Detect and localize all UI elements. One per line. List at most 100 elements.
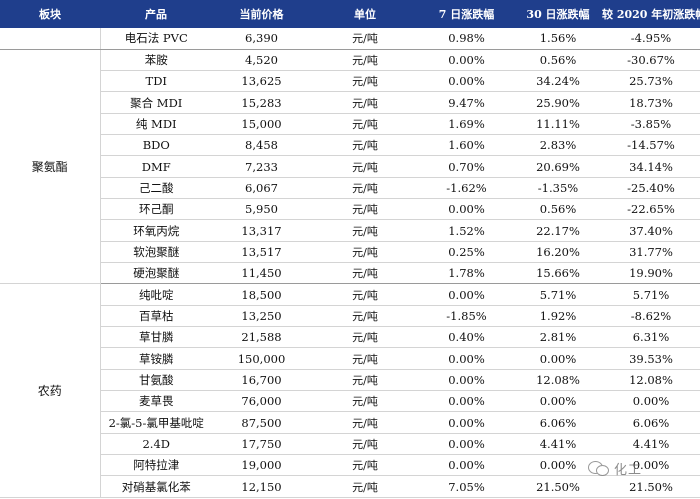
cell-unit: 元/吨	[311, 369, 419, 392]
watermark-text: 化工	[614, 462, 643, 478]
table-row: 聚氨酯 苯胺 4,520 元/吨 0.00% 0.56% -30.67%	[0, 49, 700, 285]
cell-ytd-change: 6.31%	[602, 326, 700, 349]
cell-product: 聚合 MDI	[100, 91, 212, 114]
cell-unit: 元/吨	[311, 390, 419, 413]
table-row: 聚合 MDI 15,283 元/吨 9.47% 25.90% 18.73%	[0, 91, 700, 114]
table-row: TDI 13,625 元/吨 0.00% 34.24% 25.73%	[0, 70, 700, 93]
table-row: 环氧丙烷 13,317 元/吨 1.52% 22.17% 37.40%	[0, 219, 700, 242]
cell-price: 11,450	[212, 262, 311, 285]
cell-7d-change: 0.98%	[419, 28, 514, 50]
cell-unit: 元/吨	[311, 305, 419, 328]
cell-unit: 元/吨	[311, 134, 419, 157]
cell-unit: 元/吨	[311, 219, 419, 242]
table-row: 阿特拉津 19,000 元/吨 0.00% 0.00% 0.00%	[0, 454, 700, 477]
cell-7d-change: 0.00%	[419, 198, 514, 221]
cell-ytd-change: -8.62%	[602, 305, 700, 328]
table-row: 电石法 PVC 6,390 元/吨 0.98% 1.56% -4.95%	[0, 28, 700, 50]
cell-30d-change: 34.24%	[514, 70, 602, 93]
cell-7d-change: 1.52%	[419, 219, 514, 242]
cell-7d-change: 0.00%	[419, 283, 514, 306]
cell-unit: 元/吨	[311, 475, 419, 498]
cell-7d-change: -1.62%	[419, 177, 514, 200]
cell-7d-change: 1.69%	[419, 113, 514, 136]
cell-unit: 元/吨	[311, 91, 419, 114]
table-row: 甘氨酸 16,700 元/吨 0.00% 12.08% 12.08%	[0, 369, 700, 392]
header-30d-change: 30 日涨跌幅	[514, 0, 602, 28]
cell-price: 16,700	[212, 369, 311, 392]
cell-ytd-change: -4.95%	[602, 28, 700, 50]
cell-product: 纯 MDI	[100, 113, 212, 136]
cell-30d-change: 0.00%	[514, 390, 602, 413]
cell-unit: 元/吨	[311, 347, 419, 370]
cell-unit: 元/吨	[311, 433, 419, 456]
cell-unit: 元/吨	[311, 411, 419, 434]
cell-price: 13,517	[212, 241, 311, 264]
cell-30d-change: 0.00%	[514, 454, 602, 477]
cell-unit: 元/吨	[311, 262, 419, 285]
cell-ytd-change: -22.65%	[602, 198, 700, 221]
cell-product: 2.4D	[100, 433, 212, 456]
cell-7d-change: 1.60%	[419, 134, 514, 157]
cell-ytd-change: 21.50%	[602, 475, 700, 498]
cell-price: 8,458	[212, 134, 311, 157]
table-row: 百草枯 13,250 元/吨 -1.85% 1.92% -8.62%	[0, 305, 700, 328]
cell-product: 环氧丙烷	[100, 219, 212, 242]
cell-30d-change: 21.50%	[514, 475, 602, 498]
wechat-icon	[588, 459, 610, 477]
cell-product: 草甘膦	[100, 326, 212, 349]
table-row: 环己酮 5,950 元/吨 0.00% 0.56% -22.65%	[0, 198, 700, 221]
cell-product: 2-氯-5-氯甲基吡啶	[100, 411, 212, 434]
table-row: 纯 MDI 15,000 元/吨 1.69% 11.11% -3.85%	[0, 113, 700, 136]
cell-ytd-change: 34.14%	[602, 155, 700, 178]
cell-ytd-change: 19.90%	[602, 262, 700, 285]
cell-price: 17,750	[212, 433, 311, 456]
cell-product: 麦草畏	[100, 390, 212, 413]
cell-unit: 元/吨	[311, 198, 419, 221]
cell-ytd-change: -14.57%	[602, 134, 700, 157]
cell-ytd-change: 37.40%	[602, 219, 700, 242]
cell-30d-change: 15.66%	[514, 262, 602, 285]
cell-7d-change: 0.70%	[419, 155, 514, 178]
cell-30d-change: -1.35%	[514, 177, 602, 200]
cell-30d-change: 2.83%	[514, 134, 602, 157]
cell-ytd-change: -30.67%	[602, 49, 700, 72]
cell-30d-change: 5.71%	[514, 283, 602, 306]
cell-price: 4,520	[212, 49, 311, 72]
cell-7d-change: 0.00%	[419, 70, 514, 93]
cell-7d-change: 0.00%	[419, 433, 514, 456]
cell-price: 13,625	[212, 70, 311, 93]
cell-ytd-change: 18.73%	[602, 91, 700, 114]
cell-7d-change: 0.00%	[419, 390, 514, 413]
cell-7d-change: 0.00%	[419, 411, 514, 434]
cell-ytd-change: 39.53%	[602, 347, 700, 370]
header-unit: 单位	[311, 0, 419, 28]
cell-unit: 元/吨	[311, 113, 419, 136]
cell-product: 纯吡啶	[100, 283, 212, 306]
cell-product: TDI	[100, 70, 212, 93]
cell-unit: 元/吨	[311, 177, 419, 200]
cell-price: 12,150	[212, 475, 311, 498]
cell-7d-change: 7.05%	[419, 475, 514, 498]
cell-30d-change: 0.56%	[514, 198, 602, 221]
header-product: 产品	[100, 0, 212, 28]
cell-unit: 元/吨	[311, 241, 419, 264]
cell-product: 草铵膦	[100, 347, 212, 370]
cell-price: 6,067	[212, 177, 311, 200]
table-row: 软泡聚醚 13,517 元/吨 0.25% 16.20% 31.77%	[0, 241, 700, 264]
cell-7d-change: 0.00%	[419, 454, 514, 477]
cell-7d-change: 1.78%	[419, 262, 514, 285]
cell-30d-change: 20.69%	[514, 155, 602, 178]
cell-30d-change: 2.81%	[514, 326, 602, 349]
header-7d-change: 7 日涨跌幅	[419, 0, 514, 28]
cell-product: 对硝基氯化苯	[100, 475, 212, 498]
cell-price: 15,283	[212, 91, 311, 114]
table-row: 草铵膦 150,000 元/吨 0.00% 0.00% 39.53%	[0, 347, 700, 370]
cell-price: 87,500	[212, 411, 311, 434]
header-price: 当前价格	[212, 0, 311, 28]
cell-price: 76,000	[212, 390, 311, 413]
table-row: 农药 纯吡啶 18,500 元/吨 0.00% 5.71% 5.71%	[0, 283, 700, 498]
cell-30d-change: 1.56%	[514, 28, 602, 50]
table-row: DMF 7,233 元/吨 0.70% 20.69% 34.14%	[0, 155, 700, 178]
cell-30d-change: 25.90%	[514, 91, 602, 114]
table-row: 2.4D 17,750 元/吨 0.00% 4.41% 4.41%	[0, 433, 700, 456]
